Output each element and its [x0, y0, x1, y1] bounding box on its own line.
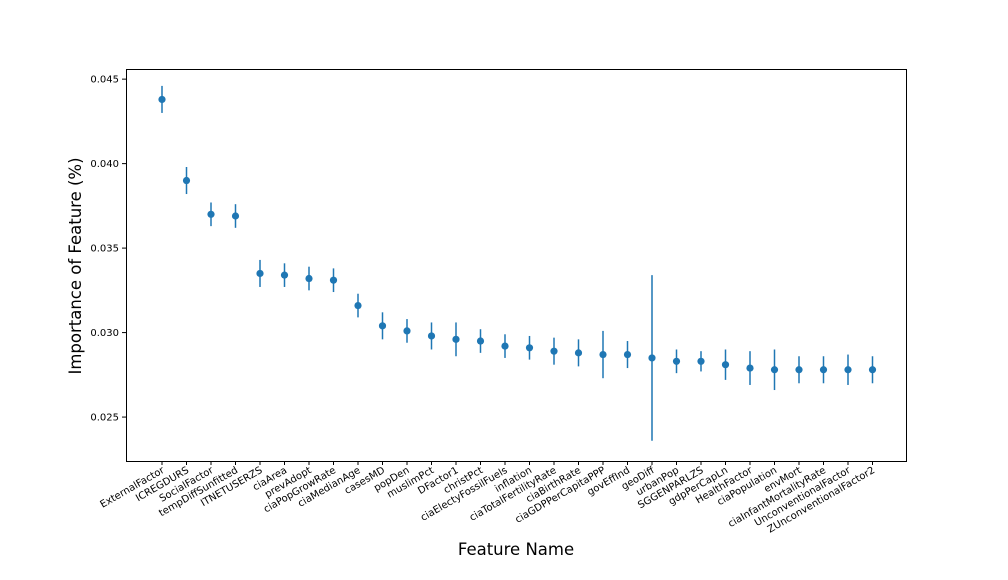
error-bar-series	[158, 85, 877, 441]
data-point	[795, 366, 803, 374]
data-point	[868, 366, 877, 374]
data-point	[648, 354, 656, 362]
data-point	[329, 276, 338, 284]
data-point	[819, 366, 828, 374]
data-point	[378, 322, 387, 330]
data-point	[305, 274, 313, 283]
y-tick-label: 0.035	[90, 244, 119, 255]
plot-frame	[126, 69, 907, 462]
data-point	[746, 364, 754, 372]
data-point	[844, 366, 852, 374]
data-point	[256, 269, 264, 278]
y-axis-title: Importance of Feature (%)	[66, 157, 85, 374]
data-point	[280, 271, 289, 279]
data-point	[231, 212, 240, 220]
data-point	[207, 210, 215, 218]
data-point	[623, 350, 632, 359]
data-point	[452, 335, 460, 343]
data-point	[770, 366, 779, 374]
data-point	[501, 342, 509, 350]
x-axis-title: Feature Name	[458, 540, 574, 559]
data-point	[697, 357, 705, 365]
x-axis: ExternalFactorICREGDURSSocialFactortempD…	[99, 461, 877, 536]
data-point	[672, 357, 681, 365]
data-point	[574, 349, 583, 357]
data-point	[182, 176, 191, 185]
data-point	[158, 95, 166, 104]
data-point	[525, 344, 534, 352]
data-point	[354, 301, 362, 310]
data-point	[550, 347, 558, 355]
y-tick-label: 0.030	[90, 328, 119, 339]
data-point	[599, 350, 607, 359]
y-axis: 0.025 0.030 0.035 0.040 0.045	[90, 75, 126, 424]
y-tick-label: 0.040	[90, 159, 119, 170]
data-point	[427, 332, 436, 340]
y-tick-label: 0.045	[90, 75, 119, 86]
data-point	[476, 337, 485, 345]
data-point	[721, 361, 730, 369]
y-tick-label: 0.025	[90, 413, 119, 424]
data-point	[403, 327, 411, 335]
